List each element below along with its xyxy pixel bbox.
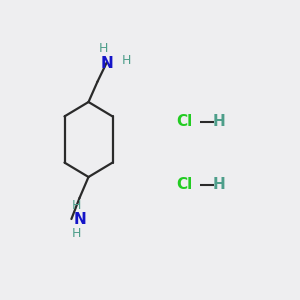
Text: Cl: Cl <box>176 114 193 129</box>
Text: H: H <box>99 42 108 55</box>
Text: H: H <box>72 199 82 212</box>
Text: H: H <box>213 177 225 192</box>
Text: H: H <box>213 114 225 129</box>
Text: N: N <box>100 56 113 70</box>
Text: N: N <box>74 212 86 226</box>
Text: H: H <box>121 53 131 67</box>
Text: H: H <box>72 227 82 240</box>
Text: Cl: Cl <box>176 177 193 192</box>
